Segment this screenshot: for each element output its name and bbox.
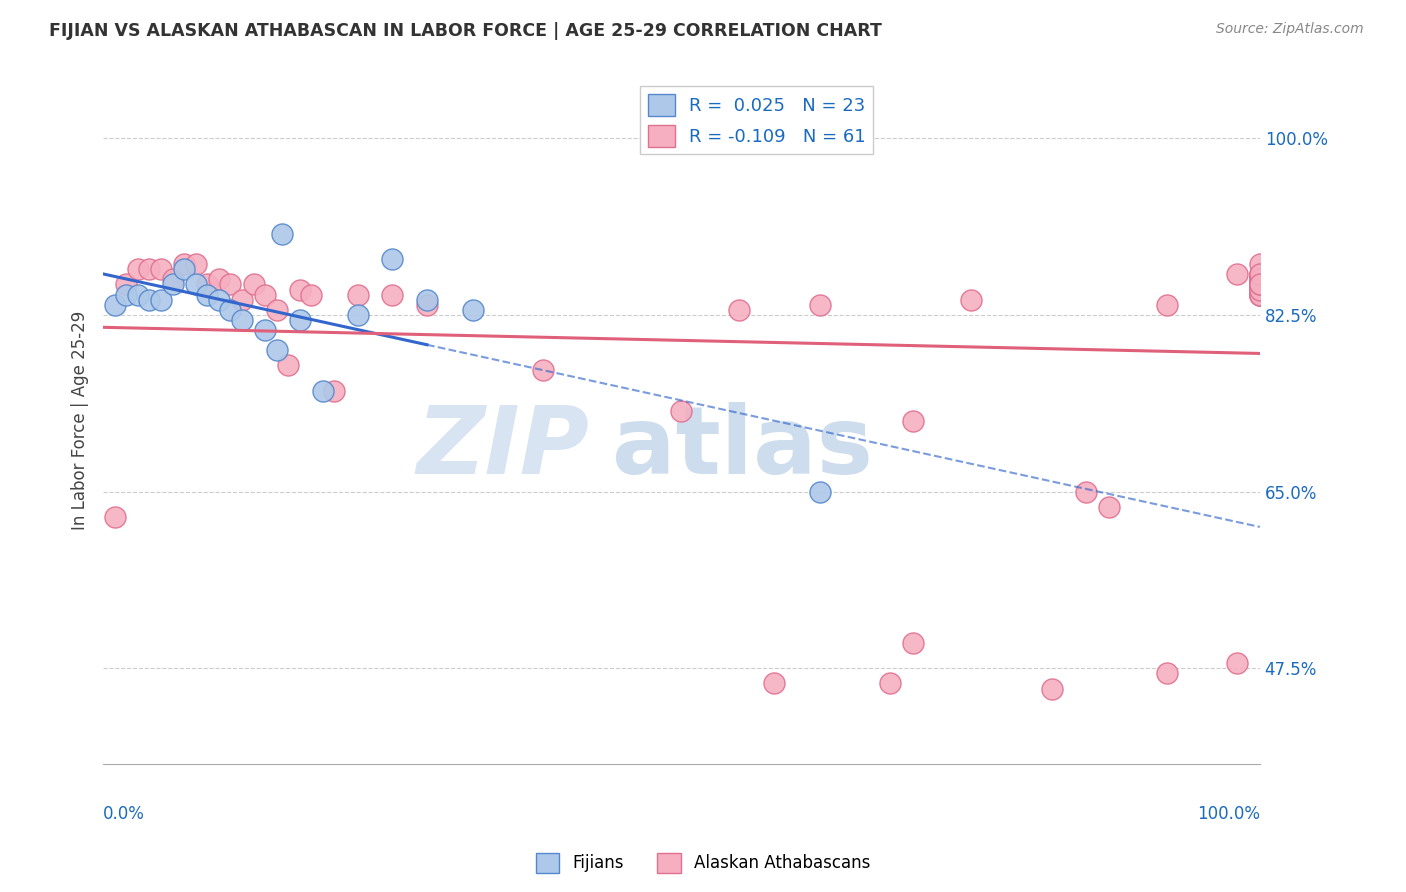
- Point: [254, 323, 277, 337]
- Point: [1249, 268, 1271, 282]
- Point: [1098, 500, 1121, 514]
- Point: [162, 277, 184, 292]
- Point: [1156, 298, 1178, 312]
- Point: [1249, 277, 1271, 292]
- Text: 0.0%: 0.0%: [103, 805, 145, 823]
- Point: [381, 252, 404, 267]
- Point: [1226, 268, 1249, 282]
- Point: [1249, 277, 1271, 292]
- Point: [1249, 277, 1271, 292]
- Point: [173, 262, 195, 277]
- Point: [1249, 287, 1271, 301]
- Point: [138, 293, 160, 307]
- Point: [1249, 257, 1271, 271]
- Point: [1249, 283, 1271, 297]
- Point: [219, 302, 242, 317]
- Point: [1249, 283, 1271, 297]
- Text: FIJIAN VS ALASKAN ATHABASCAN IN LABOR FORCE | AGE 25-29 CORRELATION CHART: FIJIAN VS ALASKAN ATHABASCAN IN LABOR FO…: [49, 22, 882, 40]
- Text: ZIP: ZIP: [416, 402, 589, 494]
- Text: 100.0%: 100.0%: [1197, 805, 1260, 823]
- Point: [901, 414, 924, 428]
- Point: [115, 287, 138, 301]
- Point: [671, 403, 693, 417]
- Point: [416, 298, 439, 312]
- Point: [208, 272, 231, 286]
- Point: [288, 283, 311, 297]
- Point: [127, 262, 149, 277]
- Point: [808, 298, 831, 312]
- Point: [208, 293, 231, 307]
- Point: [184, 257, 207, 271]
- Point: [1249, 272, 1271, 286]
- Point: [266, 343, 288, 358]
- Point: [104, 298, 127, 312]
- Point: [266, 302, 288, 317]
- Point: [1249, 268, 1271, 282]
- Point: [1226, 657, 1249, 671]
- Point: [463, 302, 485, 317]
- Point: [277, 359, 299, 373]
- Point: [1076, 484, 1098, 499]
- Point: [959, 293, 981, 307]
- Point: [115, 277, 138, 292]
- Point: [195, 287, 218, 301]
- Legend: Fijians, Alaskan Athabascans: Fijians, Alaskan Athabascans: [529, 847, 877, 880]
- Text: atlas: atlas: [612, 402, 873, 494]
- Point: [1040, 681, 1063, 696]
- Point: [312, 384, 335, 398]
- Point: [1249, 287, 1271, 301]
- Point: [162, 272, 184, 286]
- Point: [323, 384, 346, 398]
- Point: [1249, 272, 1271, 286]
- Point: [1249, 277, 1271, 292]
- Point: [808, 484, 831, 499]
- Point: [728, 302, 751, 317]
- Point: [416, 293, 439, 307]
- Point: [231, 293, 253, 307]
- Point: [1156, 666, 1178, 681]
- Point: [1249, 268, 1271, 282]
- Point: [763, 676, 786, 690]
- Point: [271, 227, 294, 241]
- Point: [299, 287, 322, 301]
- Point: [138, 262, 160, 277]
- Point: [346, 308, 368, 322]
- Point: [1249, 277, 1271, 292]
- Point: [231, 313, 253, 327]
- Point: [127, 287, 149, 301]
- Point: [901, 636, 924, 650]
- Point: [195, 277, 218, 292]
- Text: Source: ZipAtlas.com: Source: ZipAtlas.com: [1216, 22, 1364, 37]
- Point: [254, 287, 277, 301]
- Point: [1249, 287, 1271, 301]
- Point: [184, 277, 207, 292]
- Point: [288, 313, 311, 327]
- Point: [1249, 272, 1271, 286]
- Point: [1249, 272, 1271, 286]
- Point: [242, 277, 264, 292]
- Point: [381, 287, 404, 301]
- Point: [1249, 277, 1271, 292]
- Point: [219, 277, 242, 292]
- Point: [173, 257, 195, 271]
- Point: [149, 293, 172, 307]
- Y-axis label: In Labor Force | Age 25-29: In Labor Force | Age 25-29: [72, 311, 89, 531]
- Legend: R =  0.025   N = 23, R = -0.109   N = 61: R = 0.025 N = 23, R = -0.109 N = 61: [640, 87, 873, 154]
- Point: [346, 287, 368, 301]
- Point: [1249, 277, 1271, 292]
- Point: [1249, 277, 1271, 292]
- Point: [1249, 287, 1271, 301]
- Point: [879, 676, 901, 690]
- Point: [104, 509, 127, 524]
- Point: [1249, 283, 1271, 297]
- Point: [531, 363, 554, 377]
- Point: [149, 262, 172, 277]
